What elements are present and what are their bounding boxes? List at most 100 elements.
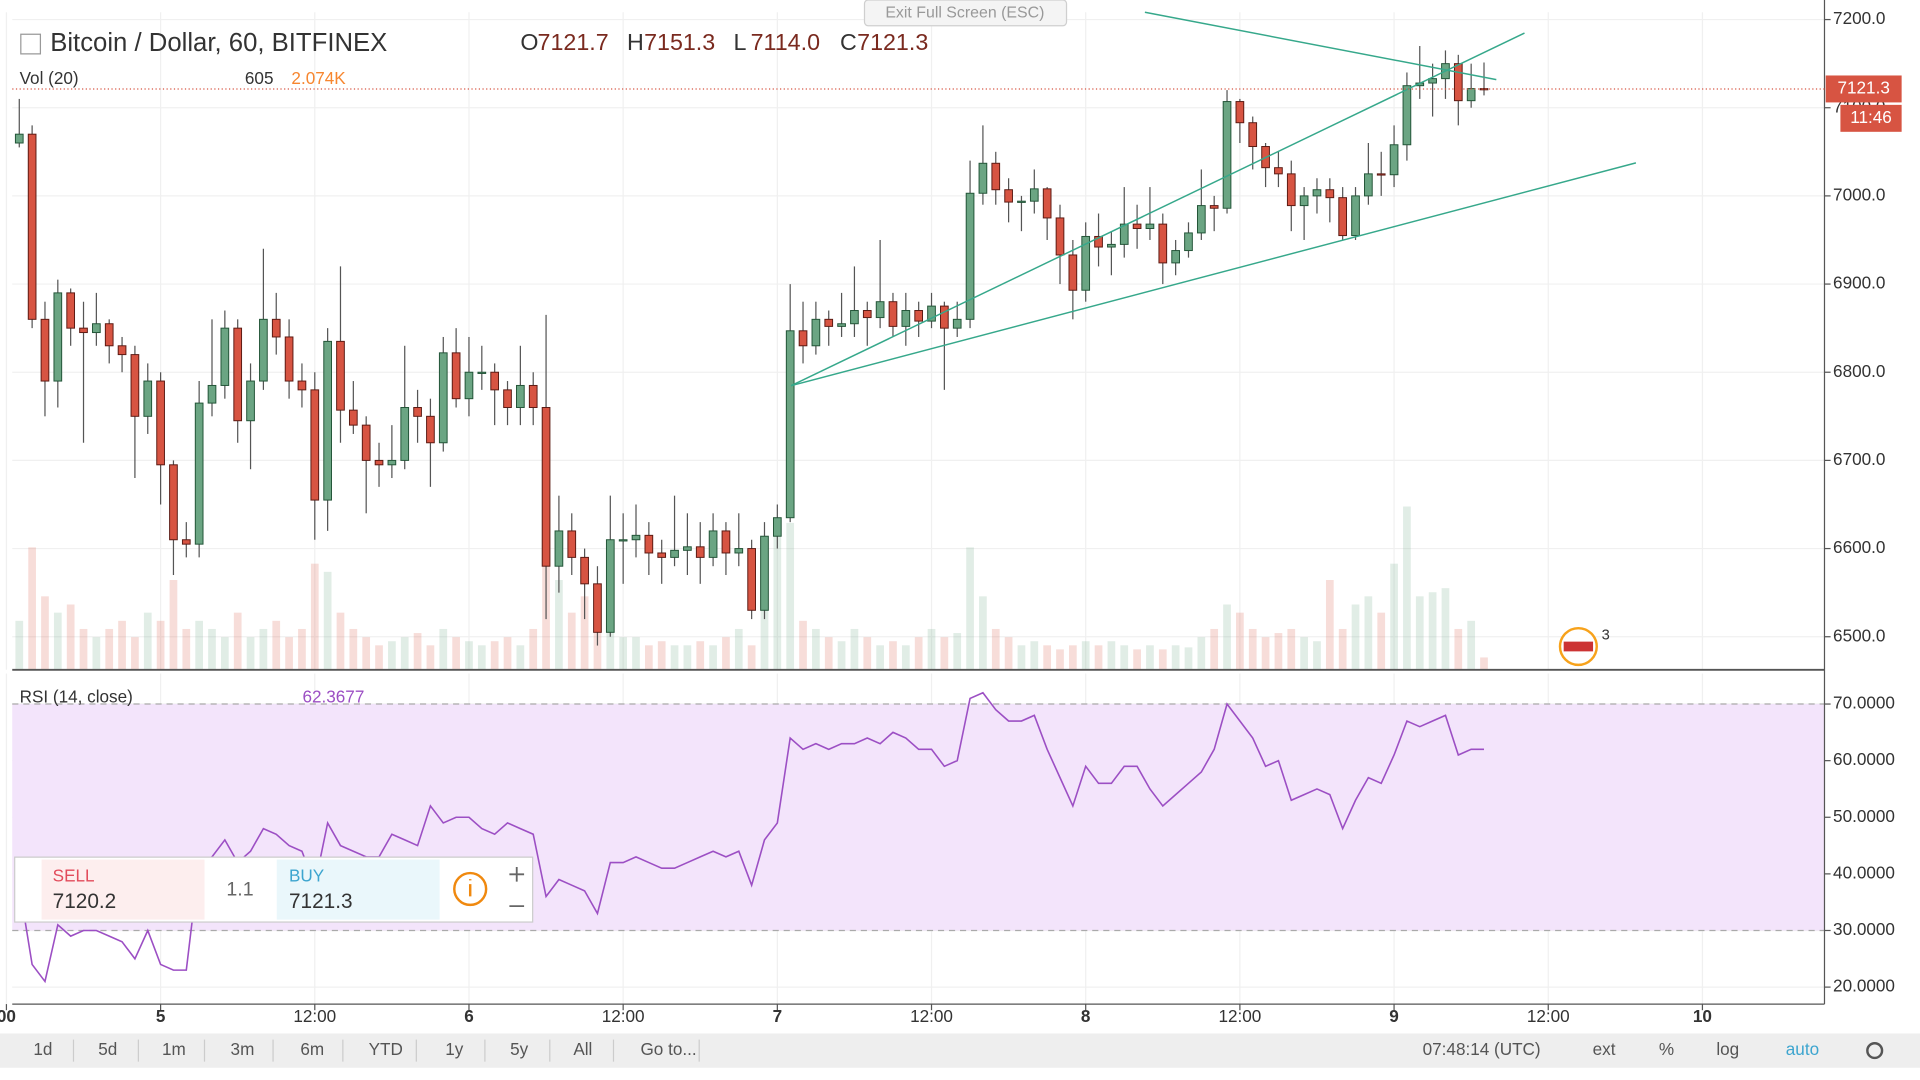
- scale-option[interactable]: ext: [1593, 1039, 1616, 1059]
- volume-bar: [567, 612, 576, 670]
- candle-body: [683, 546, 692, 551]
- volume-bar: [1184, 647, 1193, 670]
- scale-option[interactable]: auto: [1786, 1039, 1819, 1059]
- candle-body: [1184, 232, 1193, 252]
- candle-body: [1158, 223, 1168, 264]
- candle-body: [862, 310, 872, 319]
- volume-bar: [310, 563, 319, 670]
- candle-body: [143, 380, 153, 417]
- sell-price[interactable]: 7120.2: [53, 890, 117, 913]
- candle-body: [734, 548, 744, 554]
- candle-body: [1428, 78, 1437, 84]
- settings-icon[interactable]: [1866, 1042, 1884, 1060]
- volume-bar: [593, 628, 602, 670]
- exit-fullscreen-button[interactable]: [863, 0, 1068, 27]
- rsi-last: 62.3677: [302, 686, 364, 706]
- candle-body: [14, 133, 24, 144]
- volume-bar: [1480, 657, 1488, 670]
- candle-body: [978, 162, 988, 194]
- candle-body: [1325, 189, 1335, 199]
- volume-bar: [41, 596, 49, 670]
- volume-bar: [1415, 596, 1424, 670]
- volume-bar: [683, 645, 692, 670]
- candle-body: [1132, 223, 1142, 230]
- candle-body: [169, 464, 178, 541]
- volume-bar: [53, 612, 62, 670]
- volume-bar: [477, 645, 486, 670]
- candle-body: [952, 318, 962, 329]
- volume-bar: [644, 645, 653, 670]
- range-button[interactable]: Go to...: [640, 1039, 696, 1059]
- range-button[interactable]: 6m: [300, 1039, 324, 1059]
- volume-bar: [966, 547, 974, 670]
- candle-body: [1145, 223, 1155, 230]
- volume-bar: [773, 531, 782, 670]
- volume-bar: [1300, 637, 1308, 670]
- buy-label[interactable]: BUY: [289, 865, 325, 885]
- candle-body: [708, 530, 718, 558]
- volume-bar: [606, 604, 615, 670]
- volume-bar: [619, 637, 628, 670]
- volume-bar: [1428, 592, 1437, 670]
- candle-body: [361, 424, 371, 461]
- zoom-buttons[interactable]: [509, 866, 525, 908]
- candle-body: [1453, 63, 1463, 102]
- scale-option[interactable]: log: [1716, 1039, 1739, 1059]
- scale-option[interactable]: %: [1659, 1039, 1674, 1059]
- range-button[interactable]: 1m: [162, 1039, 186, 1059]
- volume-bar: [1017, 645, 1026, 670]
- volume-bar: [452, 637, 460, 670]
- sell-button[interactable]: [41, 859, 205, 920]
- range-button[interactable]: 5d: [98, 1039, 117, 1059]
- volume-bar: [1236, 612, 1244, 670]
- candle-body: [66, 292, 76, 329]
- candle-body: [747, 548, 756, 611]
- candle-body: [1107, 243, 1116, 248]
- range-button[interactable]: All: [573, 1039, 592, 1059]
- axes-layer: 6500.0 6600.0 6700.0 6800.0 6900.0 7000.0 7 10 0…: [0, 8, 1902, 1026]
- rsi-tick-label: 50.0000: [1833, 806, 1895, 826]
- volume-bar: [850, 628, 859, 670]
- y-tick-label: 7000.0: [1833, 184, 1885, 204]
- range-button[interactable]: YTD: [369, 1039, 403, 1059]
- volume-bar: [156, 620, 165, 670]
- info-icon[interactable]: [453, 871, 488, 907]
- range-button[interactable]: 1y: [445, 1039, 464, 1059]
- candle-body: [1286, 173, 1296, 207]
- x-tick-label: 12:00: [1218, 1006, 1261, 1026]
- volume-bar: [375, 645, 383, 670]
- volume-ma: 2.074K: [291, 68, 346, 88]
- candle-body: [40, 318, 50, 382]
- candle-body: [220, 327, 230, 386]
- exit-fullscreen-label[interactable]: Exit Full Screen (ESC): [885, 5, 1044, 22]
- y-tick-label: 6700.0: [1833, 449, 1885, 469]
- candle-body: [1081, 235, 1091, 291]
- buy-button[interactable]: [276, 859, 440, 920]
- collapse-icon[interactable]: [20, 33, 42, 55]
- volume-bar: [66, 604, 75, 670]
- buy-price[interactable]: 7121.3: [289, 890, 353, 913]
- candle-body: [772, 517, 782, 537]
- candle-body: [554, 530, 564, 567]
- candle-body: [53, 292, 63, 382]
- candle-body: [695, 546, 705, 558]
- volume-bar: [1364, 596, 1373, 670]
- range-button[interactable]: 5y: [510, 1039, 529, 1059]
- volume-bar: [28, 547, 36, 670]
- volume-bar: [1146, 645, 1154, 670]
- range-button[interactable]: 1d: [33, 1039, 52, 1059]
- volume-bar: [824, 637, 833, 670]
- candle-body: [631, 534, 641, 541]
- volume-bar: [914, 637, 923, 670]
- volume-bar: [246, 637, 255, 670]
- candle-body: [888, 301, 898, 327]
- sell-label[interactable]: SELL: [53, 865, 95, 885]
- candle-body: [1119, 223, 1129, 245]
- events-count: 3: [1602, 627, 1610, 643]
- candle-body: [927, 305, 936, 322]
- volume-bar: [1056, 649, 1064, 670]
- rsi-layer: [12, 691, 1825, 984]
- volume-bar: [195, 620, 204, 670]
- range-button[interactable]: 3m: [231, 1039, 255, 1059]
